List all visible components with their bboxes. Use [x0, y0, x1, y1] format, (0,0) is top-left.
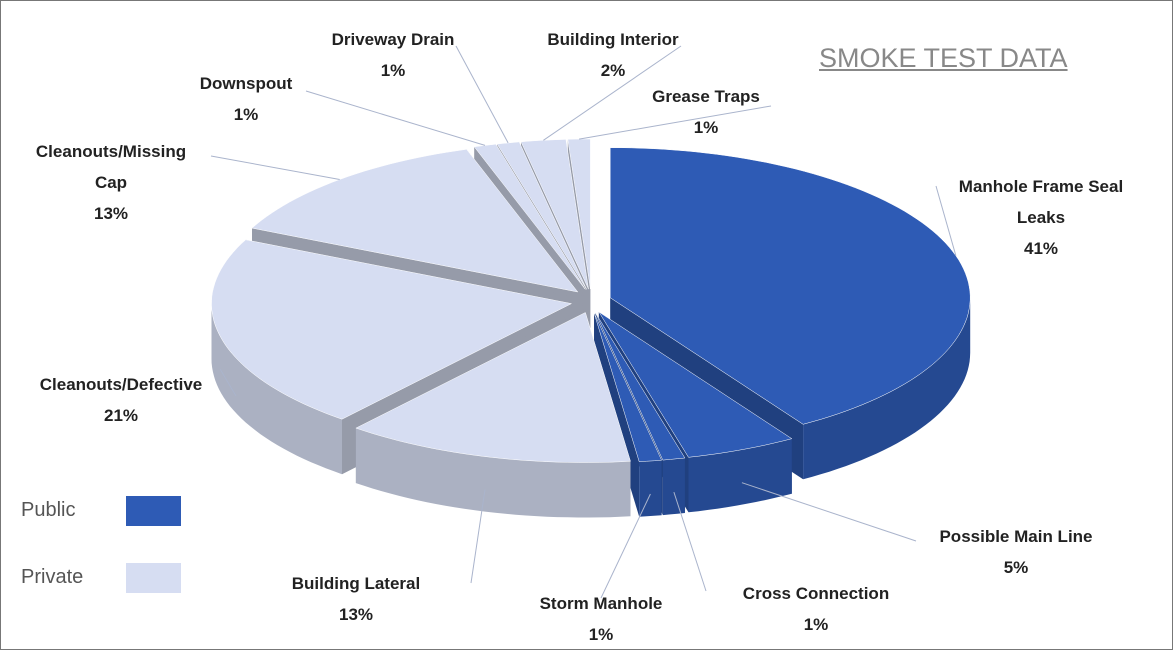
- slice-side: [803, 297, 971, 480]
- leader-line: [543, 45, 682, 141]
- legend-label: Private: [21, 566, 84, 588]
- label-value: 1%: [588, 625, 614, 644]
- legend-swatch: [126, 496, 181, 526]
- leader-line: [579, 105, 772, 140]
- slice-side: [662, 458, 685, 516]
- label-name: Cleanouts/Missing Cap: [35, 142, 187, 192]
- label-value: 5%: [1003, 558, 1029, 577]
- slice: [211, 239, 573, 420]
- label-value: 2%: [600, 61, 626, 80]
- data-label: Storm Manhole 1%: [501, 588, 701, 649]
- leader-line: [741, 482, 917, 542]
- label-name: Driveway Drain: [331, 30, 455, 49]
- leader-line: [210, 155, 340, 180]
- legend-swatch: [126, 563, 181, 593]
- label-name: Cross Connection: [742, 584, 890, 603]
- label-value: 21%: [103, 406, 139, 425]
- label-name: Building Lateral: [291, 574, 421, 593]
- label-name: Cleanouts/Defective: [39, 375, 203, 394]
- label-name: Manhole Frame Seal Leaks: [958, 177, 1124, 227]
- data-label: Cross Connection 1%: [716, 578, 916, 640]
- leader-line: [219, 369, 237, 397]
- chart-title: SMOKE TEST DATA: [819, 43, 1068, 73]
- label-value: 1%: [380, 61, 406, 80]
- data-label: Driveway Drain 1%: [303, 24, 483, 86]
- data-label: Building Lateral 13%: [256, 568, 456, 630]
- legend-label: Public: [21, 499, 76, 521]
- slice-side: [688, 438, 792, 513]
- slice-side: [639, 460, 662, 517]
- label-value: 13%: [338, 605, 374, 624]
- slice-side: [211, 303, 342, 475]
- label-name: Downspout: [199, 74, 293, 93]
- label-name: Grease Traps: [652, 87, 760, 106]
- slice-tops: [211, 138, 971, 463]
- slice: [473, 143, 586, 290]
- label-name: Storm Manhole: [539, 594, 663, 613]
- leader-line: [470, 489, 486, 584]
- data-label: Cleanouts/Missing Cap 13%: [26, 136, 196, 229]
- data-label: Building Interior 2%: [513, 24, 713, 86]
- data-label: Manhole Frame Seal Leaks 41%: [951, 171, 1131, 264]
- leader-line: [935, 185, 957, 256]
- label-value: 41%: [1023, 239, 1059, 258]
- leader-line: [600, 493, 651, 599]
- slice: [355, 312, 631, 463]
- label-value: 1%: [803, 615, 829, 634]
- data-label: Downspout 1%: [166, 68, 326, 130]
- slice: [598, 311, 793, 458]
- data-label: Grease Traps 1%: [626, 81, 786, 143]
- slice: [496, 141, 587, 290]
- slice: [595, 312, 686, 461]
- label-value: 1%: [233, 105, 259, 124]
- data-label: Possible Main Line 5%: [916, 521, 1116, 583]
- leader-line: [455, 45, 509, 144]
- label-name: Building Interior: [547, 30, 679, 49]
- slice: [567, 138, 591, 290]
- leader-line: [305, 90, 486, 146]
- leader-line: [673, 491, 707, 592]
- slice-side: [355, 428, 631, 518]
- slice: [593, 312, 662, 462]
- label-value: 1%: [693, 118, 719, 137]
- label-name: Possible Main Line: [939, 527, 1093, 546]
- label-value: 13%: [93, 204, 129, 223]
- data-label: Cleanouts/Defective 21%: [6, 369, 236, 431]
